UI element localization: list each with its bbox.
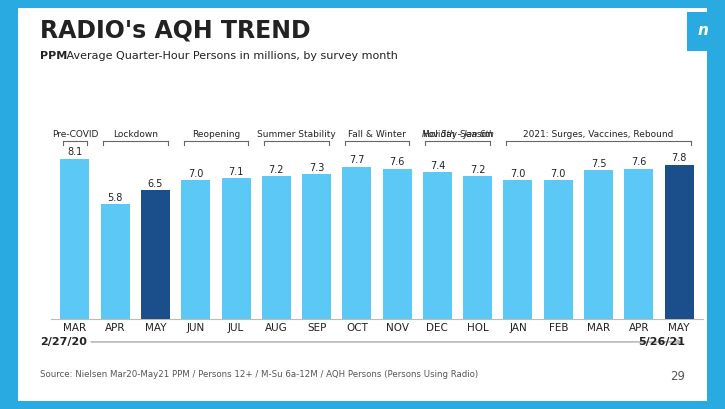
Text: Holiday Season: Holiday Season [423, 130, 492, 139]
Text: 7.2: 7.2 [268, 165, 284, 175]
Text: 7.3: 7.3 [309, 163, 324, 173]
Text: 5.8: 5.8 [107, 193, 123, 203]
Text: Summer Stability: Summer Stability [257, 130, 336, 139]
Text: 6.5: 6.5 [148, 179, 163, 189]
Text: RADIO's AQH TREND: RADIO's AQH TREND [40, 18, 310, 43]
Bar [141, 190, 170, 319]
Bar [544, 180, 573, 319]
Bar [181, 180, 210, 319]
FancyBboxPatch shape [685, 11, 720, 52]
Text: 7.0: 7.0 [550, 169, 566, 179]
Text: Average Quarter-Hour Persons in millions, by survey month: Average Quarter-Hour Persons in millions… [63, 51, 398, 61]
Bar [503, 180, 532, 319]
Text: 7.0: 7.0 [188, 169, 204, 179]
Text: 7.5: 7.5 [591, 159, 606, 169]
Bar [222, 178, 251, 319]
Text: Lockdown: Lockdown [113, 130, 158, 139]
Text: 29: 29 [670, 370, 685, 383]
Bar [383, 169, 412, 319]
Bar [463, 176, 492, 319]
Bar [101, 204, 130, 319]
Text: 5/26/21: 5/26/21 [638, 337, 685, 347]
Text: PPM: PPM [40, 51, 67, 61]
Text: n: n [697, 23, 708, 38]
Bar [302, 175, 331, 319]
Text: 2/27/20: 2/27/20 [40, 337, 87, 347]
Text: 7.0: 7.0 [510, 169, 526, 179]
Bar [665, 164, 694, 319]
Bar [262, 176, 291, 319]
Text: 8.1: 8.1 [67, 147, 83, 157]
Text: 7.6: 7.6 [631, 157, 647, 167]
Text: 2021: Surges, Vaccines, Rebound: 2021: Surges, Vaccines, Rebound [523, 130, 674, 139]
Text: 7.4: 7.4 [430, 161, 445, 171]
Text: 7.7: 7.7 [349, 155, 365, 165]
Text: Fall & Winter: Fall & Winter [348, 130, 406, 139]
Text: 7.6: 7.6 [389, 157, 405, 167]
Bar [342, 166, 371, 319]
Text: Pre-COVID: Pre-COVID [51, 130, 98, 139]
Text: 7.2: 7.2 [470, 165, 486, 175]
Text: Reopening: Reopening [192, 130, 240, 139]
Bar [584, 171, 613, 319]
Bar [624, 169, 653, 319]
Bar [423, 173, 452, 319]
Bar [60, 159, 89, 319]
Text: Source: Nielsen Mar20-May21 PPM / Persons 12+ / M-Su 6a-12M / AQH Persons (Perso: Source: Nielsen Mar20-May21 PPM / Person… [40, 370, 478, 379]
Text: 7.1: 7.1 [228, 167, 244, 177]
Text: Nov 5th – Jan 6th: Nov 5th – Jan 6th [422, 119, 494, 139]
Text: 7.8: 7.8 [671, 153, 687, 163]
